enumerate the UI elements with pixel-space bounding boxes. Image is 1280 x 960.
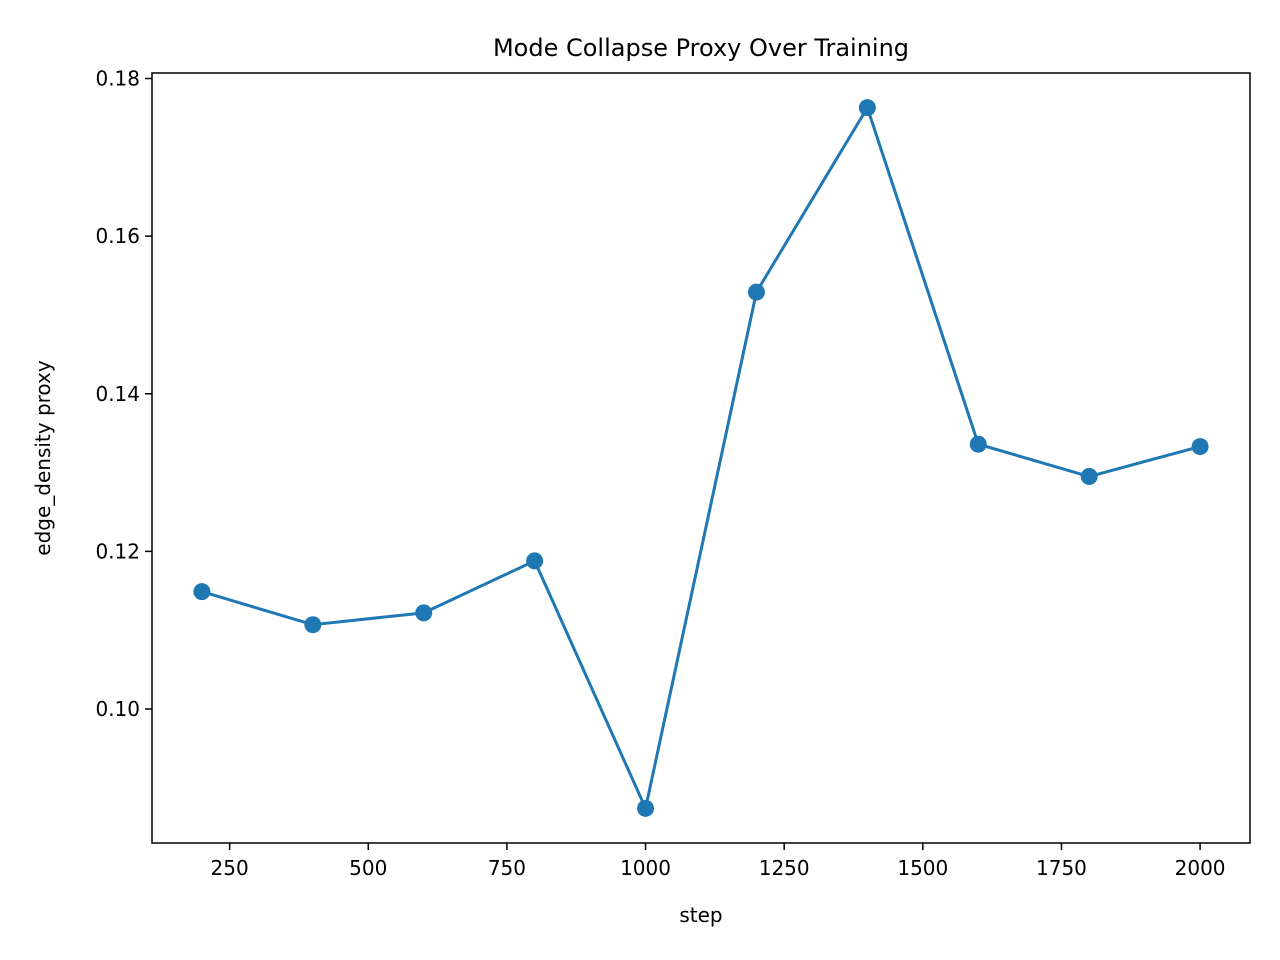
y-axis-label: edge_density proxy [31,360,55,556]
data-point [747,283,765,301]
data-point [193,583,211,601]
series-layer [193,99,1209,817]
x-tick-label: 250 [211,856,249,880]
y-tick-label: 0.16 [95,224,140,248]
chart-title: Mode Collapse Proxy Over Training [493,34,909,62]
y-tick-label: 0.10 [95,697,140,721]
series-line [200,106,1202,810]
y-tick-label: 0.12 [95,539,140,563]
x-tick-label: 2000 [1175,856,1226,880]
x-tick-label: 1500 [897,856,948,880]
y-tick-label: 0.14 [95,382,140,406]
data-point [304,616,322,634]
x-tick-label: 1250 [759,856,810,880]
data-point [1191,438,1209,456]
x-tick-label: 750 [488,856,526,880]
y-tick-label: 0.18 [95,67,140,91]
data-point [526,552,544,570]
x-axis-label: step [679,903,722,927]
plot-frame [151,72,1251,844]
data-point [969,435,987,453]
data-point [415,604,433,622]
x-tick-label: 1750 [1036,856,1087,880]
data-point [1080,468,1098,486]
x-axis-ticks: 250 500 750 1000 1250 1500 1750 2000 [211,843,1226,880]
data-point [637,799,655,817]
x-tick-label: 500 [349,856,387,880]
data-point [858,99,876,117]
x-tick-label: 1000 [620,856,671,880]
y-axis-ticks: 0.10 0.12 0.14 0.16 0.18 [95,67,152,721]
